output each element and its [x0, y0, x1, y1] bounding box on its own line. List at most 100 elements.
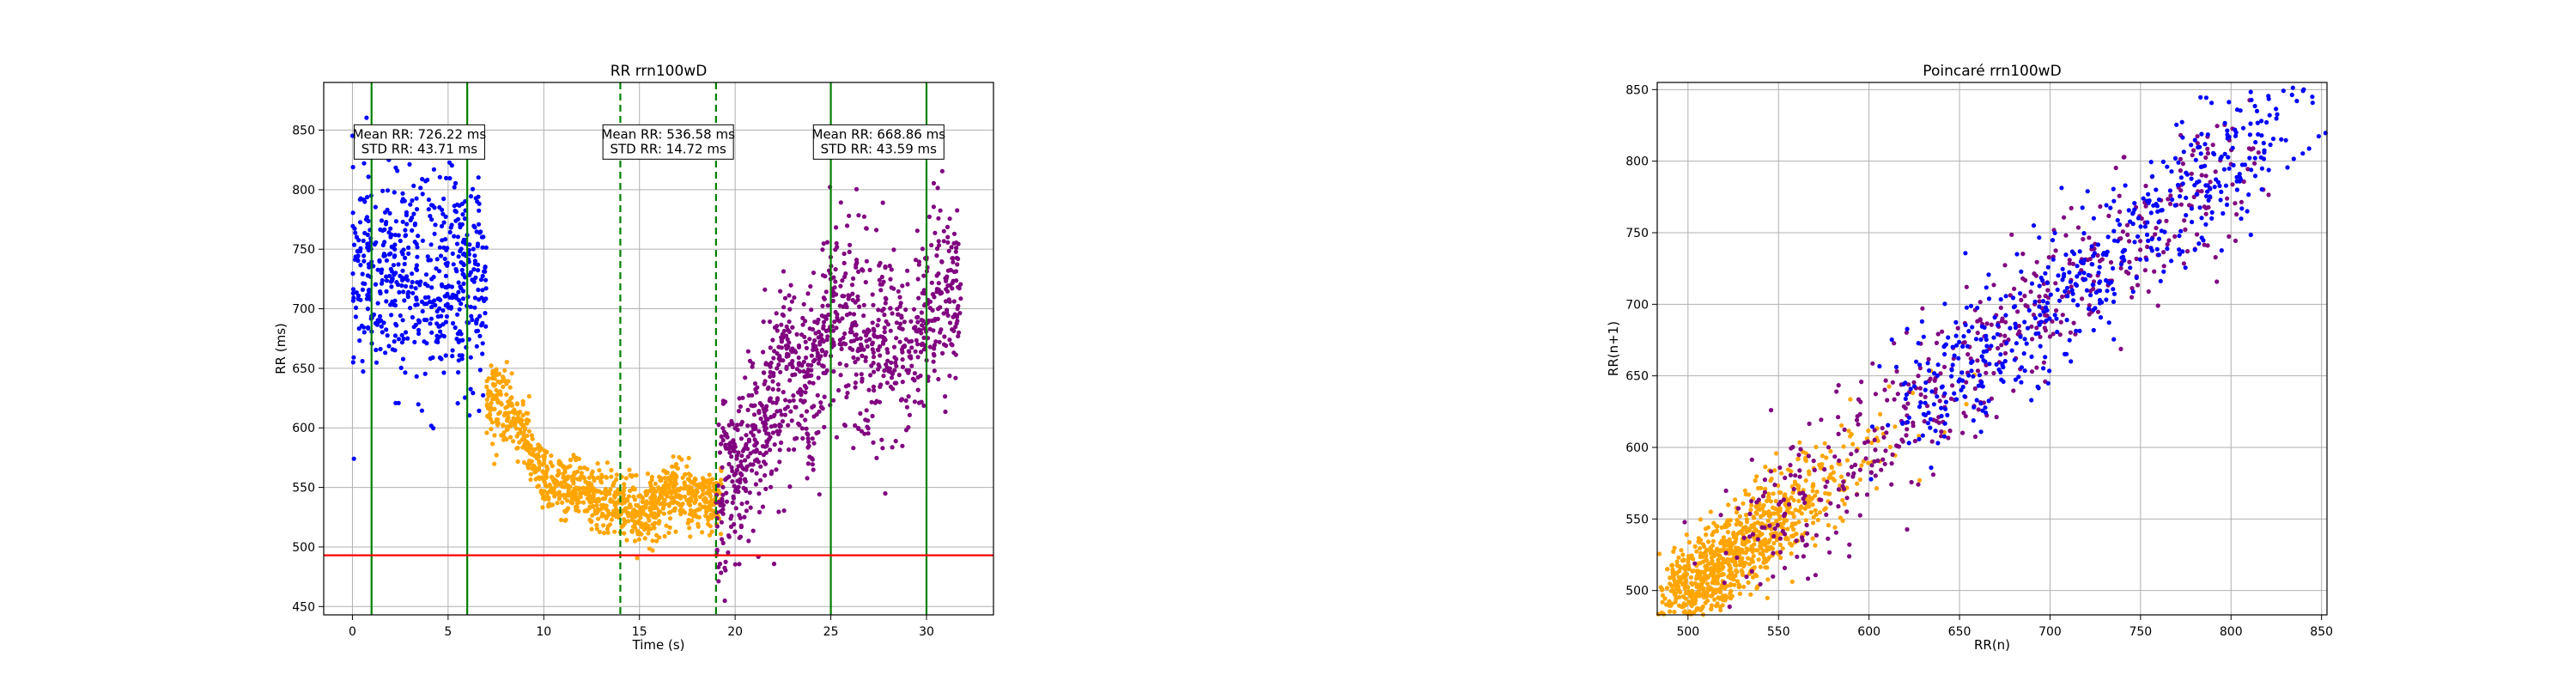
poincare-point-purple	[1682, 520, 1687, 525]
rr-point-purple	[728, 516, 733, 521]
rr-x-ticks: 0 5 10 15 20 25 30	[349, 615, 934, 639]
poincare-point-blue	[2300, 151, 2306, 156]
poincare-point-blue	[2003, 294, 2008, 299]
rr-point-orange	[579, 471, 584, 476]
poincare-point-blue	[1917, 362, 1923, 368]
rr-point-orange	[618, 490, 623, 495]
poincare-point-purple	[1793, 473, 1798, 478]
poincare-point-purple	[1854, 492, 1860, 497]
rr-point-blue	[351, 355, 356, 360]
rr-point-blue	[429, 217, 434, 222]
rr-point-purple	[775, 382, 781, 387]
poincare-point-blue	[2169, 169, 2174, 174]
poincare-point-orange	[1679, 548, 1684, 553]
rr-point-purple	[788, 283, 793, 288]
poincare-point-purple	[2233, 238, 2239, 243]
poincare-point-blue	[2212, 185, 2217, 190]
poincare-point-blue	[2285, 165, 2290, 170]
rr-point-orange	[594, 522, 599, 528]
poincare-point-orange	[1704, 557, 1709, 562]
rr-point-purple	[724, 499, 730, 504]
rr-point-orange	[661, 511, 667, 516]
poincare-point-blue	[2130, 210, 2136, 216]
rr-point-orange	[709, 497, 714, 503]
rr-point-blue	[461, 237, 466, 242]
rr-point-purple	[840, 316, 845, 321]
poincare-point-orange	[1686, 599, 1692, 605]
poincare-point-purple	[1782, 532, 1788, 537]
poincare-point-purple	[1775, 522, 1780, 528]
poincare-point-blue	[1978, 337, 1984, 342]
rr-point-blue	[374, 322, 380, 327]
rr-point-blue	[353, 230, 358, 235]
rr-point-blue	[409, 284, 414, 289]
rr-point-purple	[763, 362, 769, 367]
rr-point-orange	[506, 410, 512, 416]
poincare-point-orange	[1772, 468, 1777, 473]
rr-point-purple	[956, 333, 961, 339]
poincare-point-purple	[1873, 447, 1878, 453]
rr-point-orange	[659, 477, 664, 483]
poincare-point-orange	[1694, 549, 1699, 554]
poincare-point-orange	[1750, 549, 1755, 555]
rr-point-blue	[398, 313, 403, 319]
poincare-y-tick-label: 500	[1625, 585, 1649, 599]
rr-x-tick-label: 0	[349, 625, 356, 639]
rr-point-purple	[739, 453, 744, 459]
rr-point-purple	[775, 328, 780, 333]
poincare-point-purple	[1991, 370, 1996, 376]
poincare-point-orange	[1713, 523, 1719, 529]
rr-point-purple	[717, 450, 723, 455]
rr-point-blue	[428, 423, 434, 429]
poincare-point-orange	[1754, 548, 1759, 553]
poincare-point-purple	[1836, 487, 1841, 492]
rr-point-purple	[938, 291, 943, 296]
rr-point-purple	[777, 447, 782, 453]
poincare-point-orange	[1710, 538, 1716, 544]
rr-point-orange	[498, 400, 503, 405]
poincare-point-orange	[1737, 562, 1743, 568]
rr-point-orange	[490, 441, 495, 447]
rr-point-purple	[740, 395, 745, 400]
poincare-point-orange	[1674, 559, 1680, 564]
rr-point-orange	[708, 524, 713, 529]
rr-y-tick-label: 600	[292, 422, 315, 435]
poincare-point-purple	[1950, 383, 1955, 388]
rr-point-purple	[870, 292, 875, 297]
rr-point-orange	[650, 538, 655, 544]
poincare-point-orange	[1672, 545, 1677, 550]
rr-point-purple	[881, 374, 886, 379]
poincare-point-purple	[2000, 316, 2005, 321]
poincare-point-blue	[2135, 234, 2141, 239]
rr-point-blue	[361, 258, 367, 264]
rr-point-orange	[514, 402, 519, 407]
poincare-point-orange	[1818, 465, 1823, 471]
poincare-point-purple	[1864, 492, 1870, 497]
rr-point-blue	[381, 320, 386, 325]
poincare-point-blue	[2130, 222, 2136, 227]
poincare-point-blue	[1963, 322, 1968, 327]
rr-point-blue	[389, 284, 394, 289]
rr-point-purple	[726, 533, 732, 538]
poincare-point-purple	[2143, 183, 2148, 189]
poincare-point-purple	[2182, 218, 2187, 223]
rr-point-orange	[547, 482, 552, 488]
rr-point-purple	[776, 387, 781, 392]
rr-point-purple	[894, 380, 899, 386]
poincare-point-blue	[2040, 278, 2045, 283]
poincare-point-purple	[1772, 526, 1777, 532]
rr-annotation-box	[353, 124, 485, 160]
poincare-point-purple	[2256, 150, 2261, 155]
rr-axes-frame	[323, 82, 994, 616]
poincare-point-orange	[1732, 559, 1737, 564]
poincare-point-purple	[1836, 504, 1841, 509]
rr-point-blue	[457, 307, 462, 312]
rr-point-purple	[879, 437, 884, 442]
rr-point-orange	[506, 399, 511, 404]
poincare-point-blue	[2090, 262, 2095, 267]
poincare-point-orange	[1728, 566, 1733, 571]
rr-point-blue	[403, 370, 408, 375]
poincare-point-purple	[2127, 259, 2132, 264]
poincare-point-purple	[2241, 179, 2246, 185]
poincare-point-blue	[2156, 197, 2161, 203]
